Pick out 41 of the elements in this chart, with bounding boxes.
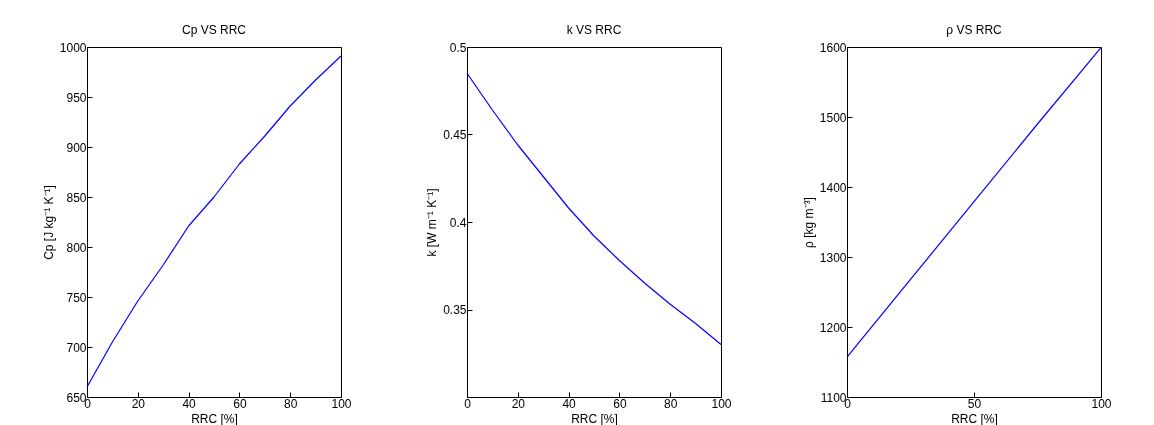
chart-title: ρ VS RRC [946,23,1003,37]
y-tick-label: 1600 [819,40,847,55]
line-series [466,72,722,346]
y-tick-label: 850 [66,190,87,205]
x-tick-label: 50 [967,396,982,411]
x-tick-label: 100 [711,396,732,411]
y-tick-label: 1200 [819,320,847,335]
y-tick-label: 1400 [819,180,847,195]
x-tick-label: 100 [1091,396,1112,411]
x-tick-label: 20 [511,396,526,411]
y-tick-label: 700 [66,340,87,355]
y-tick-label: 950 [66,90,87,105]
x-tick-label: 20 [131,396,146,411]
y-axis-title: k [W m⁻¹ K⁻¹] [425,188,440,257]
x-tick-label: 80 [664,396,678,411]
chart-title: Cp VS RRC [181,23,247,37]
y-tick-label: 800 [66,240,87,255]
y-tick-label: 1300 [819,250,847,265]
y-tick-label: 0.35 [443,303,467,317]
x-axis-title: RRC [%] [191,411,238,425]
x-tick-label: 80 [284,396,298,411]
y-tick-label: 0.45 [443,128,467,142]
y-axis-title: Cp [J kg⁻¹ K⁻¹] [41,185,56,260]
line-series [86,55,342,388]
y-tick-label: 1500 [819,110,847,125]
chart-title: k VS RRC [566,23,622,37]
x-tick-label: 0 [464,396,472,411]
y-tick-label: 1000 [59,40,87,55]
y-axis-title: ρ [kg m⁻³] [801,197,816,248]
y-tick-label: 0.5 [449,40,467,55]
x-tick-label: 60 [233,396,247,411]
y-tick-label: 900 [66,140,87,155]
x-tick-label: 40 [562,396,577,411]
x-axis-title: RRC [%] [571,411,618,425]
line-series [846,47,1102,358]
x-tick-label: 40 [182,396,197,411]
y-tick-label: 750 [66,290,87,305]
y-tick-label: 0.4 [449,215,467,230]
x-axis-title: RRC [%] [951,411,998,425]
x-tick-label: 100 [331,396,352,411]
x-tick-label: 60 [613,396,627,411]
